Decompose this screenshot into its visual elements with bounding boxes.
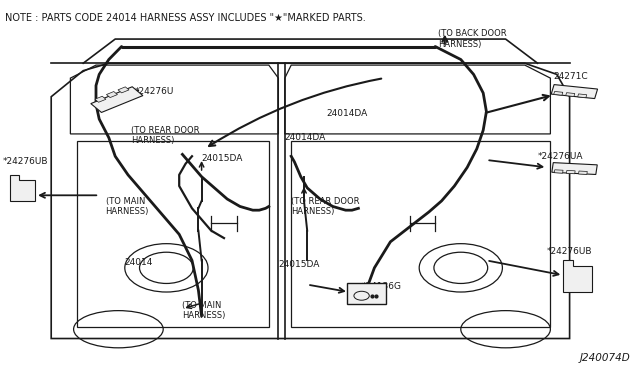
Text: *24136G: *24136G <box>362 282 402 291</box>
Text: (TO BACK DOOR
HARNESS): (TO BACK DOOR HARNESS) <box>438 29 507 49</box>
FancyBboxPatch shape <box>552 163 597 174</box>
Text: *24276UB: *24276UB <box>547 247 593 256</box>
Bar <box>118 87 129 93</box>
Bar <box>578 94 587 98</box>
Bar <box>106 92 118 97</box>
Bar <box>579 171 588 174</box>
Text: 24015DA: 24015DA <box>278 260 320 269</box>
Text: (TO MAIN
HARNESS): (TO MAIN HARNESS) <box>106 197 149 216</box>
Bar <box>554 170 563 173</box>
Text: 24014DA: 24014DA <box>285 133 326 142</box>
FancyBboxPatch shape <box>551 84 598 99</box>
Text: *24276UB: *24276UB <box>3 157 49 166</box>
Text: (TO REAR DOOR
HARNESS): (TO REAR DOOR HARNESS) <box>131 126 200 145</box>
FancyBboxPatch shape <box>347 283 386 304</box>
Bar <box>566 93 575 96</box>
Text: (TO REAR DOOR
HARNESS): (TO REAR DOOR HARNESS) <box>291 197 360 216</box>
Bar <box>95 96 106 102</box>
Text: *24276UA: *24276UA <box>538 152 583 161</box>
Text: 24014DA: 24014DA <box>326 109 367 118</box>
Text: 24015DA: 24015DA <box>202 154 243 163</box>
Text: 24014: 24014 <box>125 258 153 267</box>
FancyBboxPatch shape <box>91 87 143 112</box>
Text: 24271C: 24271C <box>554 72 588 81</box>
Text: *24276U: *24276U <box>134 87 174 96</box>
Text: (TO MAIN
HARNESS): (TO MAIN HARNESS) <box>182 301 226 320</box>
Bar <box>554 92 563 95</box>
Polygon shape <box>10 175 35 201</box>
Polygon shape <box>563 260 592 292</box>
Bar <box>566 170 575 174</box>
Text: J240074D: J240074D <box>580 353 630 363</box>
Text: NOTE : PARTS CODE 24014 HARNESS ASSY INCLUDES "★"MARKED PARTS.: NOTE : PARTS CODE 24014 HARNESS ASSY INC… <box>5 13 366 23</box>
